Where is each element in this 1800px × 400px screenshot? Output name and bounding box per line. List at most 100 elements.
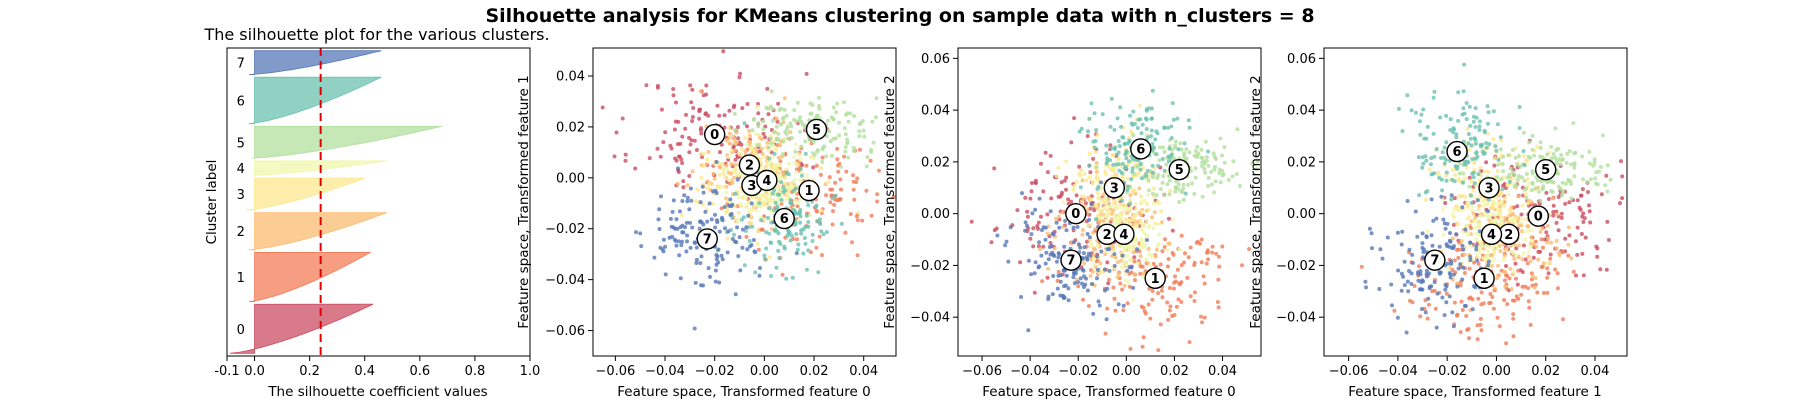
scatter-point xyxy=(1080,194,1085,199)
scatter-point xyxy=(705,186,709,191)
scatter-point xyxy=(807,213,812,218)
scatter-point xyxy=(1528,259,1533,264)
scatter-point xyxy=(1171,252,1176,257)
scatter-point xyxy=(1440,150,1445,155)
scatter-3-y-ticks: −0.04−0.020.000.020.040.06 xyxy=(1276,52,1324,326)
scatter-point xyxy=(1133,278,1137,283)
scatter-point xyxy=(1154,193,1159,197)
scatter-point xyxy=(1133,202,1138,207)
scatter-point xyxy=(1091,246,1096,251)
scatter-point xyxy=(1181,197,1186,202)
scatter-point xyxy=(736,254,741,259)
scatter-point xyxy=(1182,260,1186,265)
scatter-point xyxy=(1150,175,1155,180)
scatter-point xyxy=(1466,132,1471,136)
scatter-point xyxy=(1062,244,1067,249)
scatter-point xyxy=(1193,166,1198,171)
scatter-point xyxy=(663,130,668,135)
scatter-point xyxy=(850,240,854,245)
scatter-point xyxy=(1117,144,1122,149)
scatter-point xyxy=(1559,157,1564,162)
scatter-point xyxy=(1364,285,1368,290)
scatter-point xyxy=(1560,193,1564,198)
scatter-point xyxy=(1080,232,1085,237)
scatter-point xyxy=(1114,205,1119,210)
scatter-point xyxy=(1465,126,1470,131)
scatter-point xyxy=(1453,173,1457,177)
scatter-point xyxy=(803,225,808,230)
scatter-point xyxy=(1173,274,1177,279)
scatter-point xyxy=(1496,157,1501,162)
scatter-point xyxy=(1059,180,1064,185)
scatter-point xyxy=(1157,145,1162,150)
scatter-point xyxy=(1551,213,1556,218)
scatter-point xyxy=(1131,222,1135,227)
scatter-point xyxy=(1091,156,1096,161)
scatter-point xyxy=(1477,124,1482,129)
scatter-point xyxy=(703,209,708,214)
scatter-point xyxy=(1452,127,1457,132)
scatter-point xyxy=(1220,153,1224,158)
scatter-point xyxy=(837,133,842,138)
scatter-point xyxy=(1087,235,1092,240)
scatter-point xyxy=(1071,240,1076,245)
scatter-point xyxy=(1462,62,1467,67)
scatter-point xyxy=(838,164,843,169)
scatter-point xyxy=(846,155,851,160)
scatter-point xyxy=(681,185,686,190)
scatter-point xyxy=(1558,187,1563,191)
scatter-point xyxy=(1486,110,1491,115)
scatter-point xyxy=(1104,161,1109,166)
scatter-point xyxy=(706,113,711,118)
scatter-point xyxy=(1164,162,1169,167)
scatter-point xyxy=(1468,123,1473,128)
cluster-center-marker xyxy=(1480,223,1503,246)
scatter-point xyxy=(773,200,778,205)
scatter-point xyxy=(1150,297,1155,302)
scatter-point xyxy=(668,216,673,221)
scatter-point xyxy=(852,197,857,202)
scatter-point xyxy=(679,243,684,248)
scatter-point xyxy=(699,283,703,288)
scatter-point xyxy=(869,213,874,218)
scatter-point xyxy=(858,147,862,152)
scatter-point xyxy=(1475,323,1480,328)
y-tick-label: 0.04 xyxy=(921,104,950,119)
scatter-point xyxy=(1058,273,1063,278)
scatter-point xyxy=(729,148,734,153)
scatter-point xyxy=(820,253,824,258)
scatter-point xyxy=(784,167,789,172)
scatter-point xyxy=(1038,247,1042,252)
scatter-point xyxy=(1399,242,1404,247)
scatter-point xyxy=(815,113,820,118)
scatter-point xyxy=(1420,165,1425,170)
scatter-point xyxy=(1432,89,1437,94)
scatter-point xyxy=(994,226,999,231)
x-tick-label: −0.06 xyxy=(1329,364,1369,379)
scatter-point xyxy=(1436,170,1440,175)
scatter-point xyxy=(767,156,772,161)
scatter-point xyxy=(1187,150,1192,155)
scatter-point xyxy=(1600,133,1605,138)
scatter-point xyxy=(1184,147,1189,152)
scatter-point xyxy=(851,173,856,178)
scatter-point xyxy=(1058,293,1063,298)
scatter-point xyxy=(1078,173,1083,178)
scatter-point xyxy=(1153,221,1158,226)
scatter-point xyxy=(1479,290,1484,295)
scatter-point xyxy=(811,139,816,144)
scatter-point xyxy=(1461,265,1466,270)
scatter-point xyxy=(1497,324,1502,329)
scatter-point xyxy=(747,129,752,133)
scatter-point xyxy=(1056,214,1061,219)
scatter-point xyxy=(1107,268,1112,273)
scatter-point xyxy=(1458,330,1463,335)
scatter-point xyxy=(713,279,718,284)
scatter-point xyxy=(818,172,823,177)
scatter-point xyxy=(1124,150,1129,155)
scatter-point xyxy=(1528,244,1533,249)
scatter-point xyxy=(748,207,753,212)
scatter-point xyxy=(1142,309,1147,314)
scatter-point xyxy=(694,257,699,262)
scatter-point xyxy=(1128,193,1133,198)
